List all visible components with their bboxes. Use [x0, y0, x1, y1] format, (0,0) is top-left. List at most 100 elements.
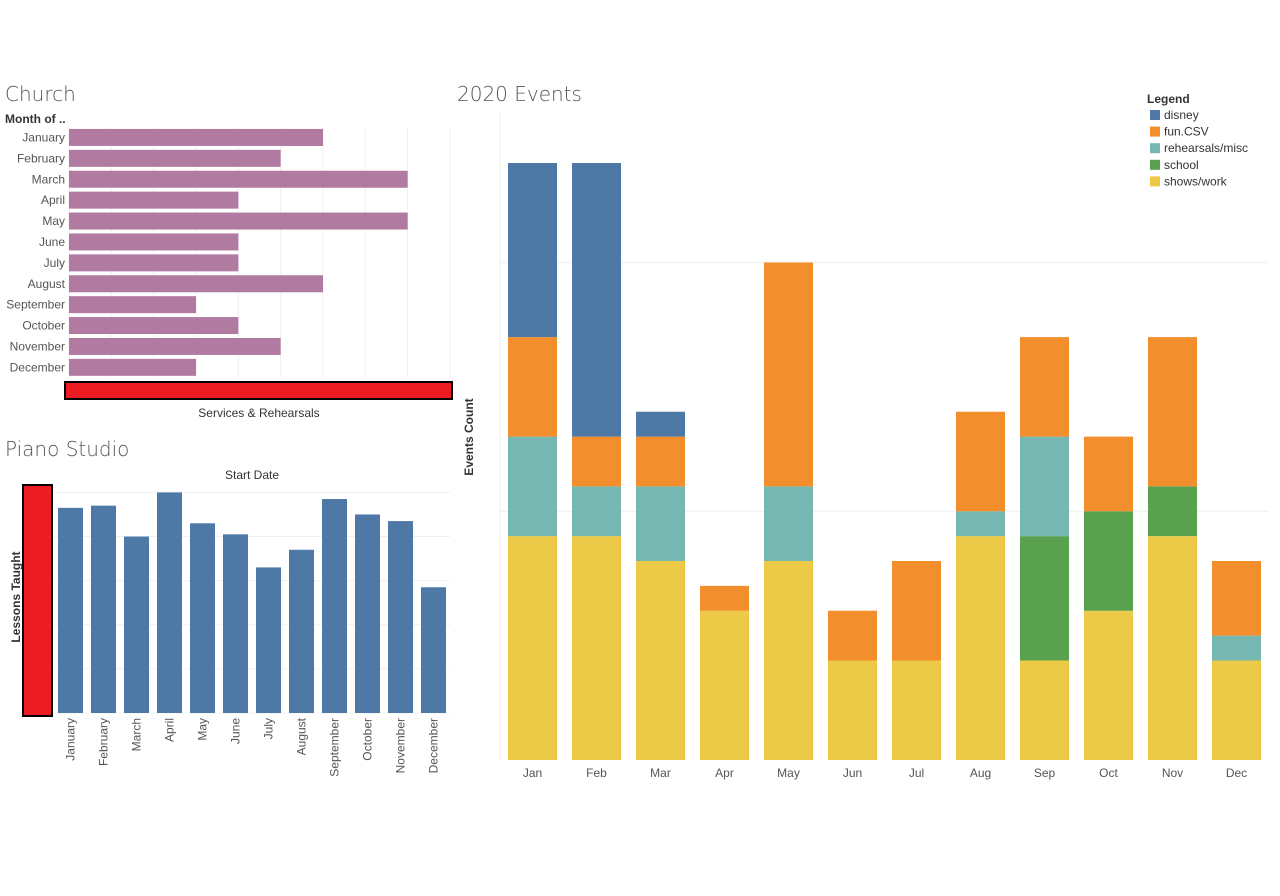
church-bar — [69, 337, 281, 355]
church-bar — [69, 128, 323, 146]
piano-y-axis-title: Lessons Taught — [9, 551, 23, 642]
events-bar-segment — [892, 660, 941, 760]
events-bar-segment — [636, 436, 685, 487]
piano-bar — [256, 567, 281, 713]
events-bar-segment — [572, 163, 621, 437]
church-axis-highlight — [64, 381, 453, 400]
piano-bar — [322, 499, 347, 713]
events-month-label: Jun — [843, 766, 862, 780]
church-month-label: December — [10, 360, 65, 374]
events-bar-segment — [572, 436, 621, 487]
piano-bar — [223, 534, 248, 713]
piano-bar — [289, 549, 314, 713]
events-month-label: Oct — [1099, 766, 1118, 780]
church-month-label: January — [22, 130, 65, 144]
events-bar-segment — [1148, 536, 1197, 760]
events-bar-segment — [1020, 536, 1069, 661]
church-bar — [69, 233, 239, 251]
events-month-label: Mar — [650, 766, 671, 780]
events-bar-segment — [1020, 436, 1069, 537]
church-bar — [69, 358, 196, 376]
piano-bar — [157, 492, 182, 713]
events-bar-segment — [572, 536, 621, 760]
legend-label: disney — [1164, 108, 1199, 122]
events-bar-segment — [1212, 635, 1261, 661]
legend-title: Legend — [1147, 92, 1190, 106]
events-bar-segment — [508, 436, 557, 537]
events-bar-segment — [508, 163, 557, 338]
events-bar-segment — [1020, 337, 1069, 437]
events-title: 2020 Events — [457, 82, 582, 106]
church-month-label: April — [41, 193, 65, 207]
events-bar-segment — [1084, 511, 1133, 611]
piano-month-label: January — [64, 718, 78, 761]
church-month-label: October — [22, 319, 65, 333]
events-bar-segment — [700, 610, 749, 760]
church-bar — [69, 149, 281, 167]
piano-bar — [58, 507, 83, 713]
piano-bar — [355, 514, 380, 713]
church-month-label: March — [32, 172, 65, 186]
events-bar-segment — [1020, 660, 1069, 760]
events-month-label: Apr — [715, 766, 734, 780]
events-month-label: Dec — [1226, 766, 1247, 780]
piano-month-label: August — [295, 717, 309, 755]
church-row-header: Month of .. — [5, 112, 66, 126]
church-month-label: February — [17, 151, 65, 165]
events-month-label: Jan — [523, 766, 542, 780]
events-bar-segment — [636, 411, 685, 437]
piano-month-label: May — [196, 718, 210, 741]
church-title: Church — [5, 82, 76, 106]
church-bar — [69, 170, 408, 188]
church-x-axis-title: Services & Rehearsals — [198, 406, 319, 420]
piano-bar — [388, 521, 413, 713]
events-bar-segment — [764, 262, 813, 487]
events-bar-segment — [764, 561, 813, 760]
church-bar — [69, 191, 239, 209]
events-bar-segment — [1148, 337, 1197, 487]
events-bar-segment — [956, 511, 1005, 537]
church-month-label: May — [42, 214, 65, 228]
legend-swatch — [1150, 159, 1160, 170]
church-month-label: November — [10, 339, 65, 353]
events-bar-segment — [828, 610, 877, 661]
events-bar-segment — [956, 411, 1005, 512]
legend-swatch — [1150, 110, 1160, 120]
legend-label: school — [1164, 158, 1199, 172]
events-bar-segment — [508, 337, 557, 437]
events-y-axis-title: Events Count — [462, 398, 476, 475]
events-bar-segment — [892, 561, 941, 661]
piano-bar — [91, 505, 116, 713]
events-bar-segment — [1212, 660, 1261, 760]
piano-month-label: March — [130, 718, 144, 751]
events-month-label: Aug — [970, 766, 991, 780]
events-bar-segment — [956, 536, 1005, 760]
piano-bar — [190, 523, 215, 713]
events-bar-segment — [828, 660, 877, 760]
piano-month-label: July — [262, 718, 276, 739]
church-bar — [69, 317, 239, 335]
events-bar-segment — [1148, 486, 1197, 537]
events-bar-segment — [1084, 436, 1133, 512]
legend-swatch — [1150, 176, 1160, 187]
church-month-label: June — [39, 235, 65, 249]
piano-month-label: October — [361, 718, 375, 761]
piano-month-label: September — [328, 718, 342, 777]
events-month-label: May — [777, 766, 800, 780]
events-bar-segment — [508, 536, 557, 760]
piano-month-label: April — [163, 718, 177, 742]
piano-month-label: February — [97, 718, 111, 766]
events-bar-segment — [636, 486, 685, 561]
piano-month-label: June — [229, 718, 243, 744]
piano-studio-title: Piano Studio — [5, 437, 130, 461]
legend-swatch — [1150, 143, 1160, 154]
piano-top-label: Start Date — [225, 468, 279, 482]
events-bar-segment — [572, 486, 621, 537]
events-bar-segment — [636, 561, 685, 760]
piano-month-label: December — [427, 718, 441, 773]
church-month-label: July — [44, 256, 65, 270]
church-bar — [69, 296, 196, 314]
piano-axis-highlight — [22, 484, 53, 717]
church-bar — [69, 254, 239, 272]
legend-swatch — [1150, 126, 1160, 137]
